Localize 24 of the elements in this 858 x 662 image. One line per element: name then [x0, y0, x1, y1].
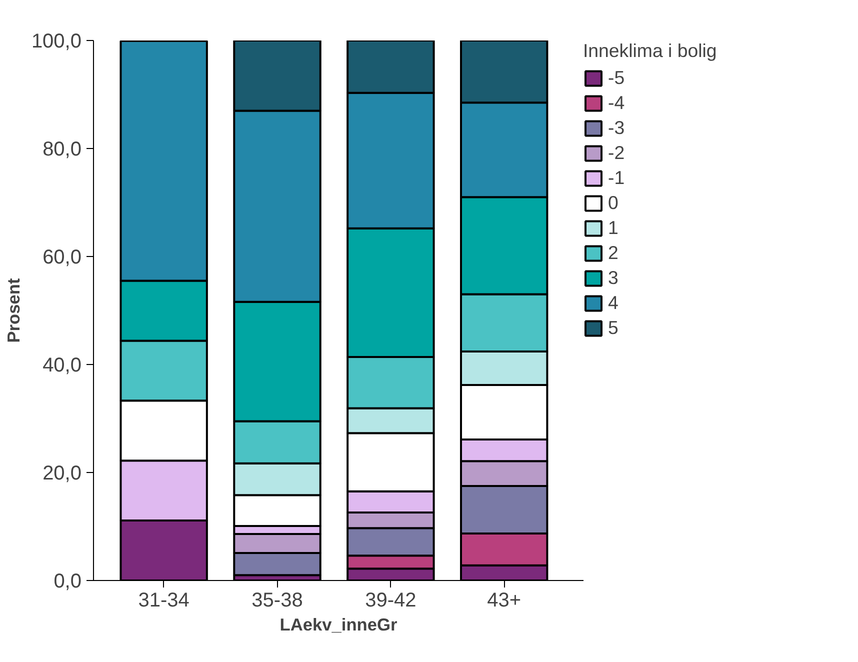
legend-label: 5	[608, 317, 620, 339]
legend-label: -3	[608, 117, 626, 139]
legend-label: 3	[608, 267, 620, 289]
y-tick-label: 40,0	[42, 354, 82, 376]
legend-label: 1	[608, 217, 620, 239]
y-tick-label: 80,0	[42, 138, 82, 160]
y-axis-title: Prosent	[3, 278, 24, 343]
legend-label: -5	[608, 67, 626, 89]
y-tick-label: 20,0	[42, 462, 82, 484]
legend-label: -2	[608, 142, 626, 164]
x-tick-label: 31-34	[138, 590, 190, 612]
y-tick-label: 0,0	[54, 570, 82, 592]
legend-label: -1	[608, 167, 626, 189]
legend-title: Inneklima i bolig	[583, 40, 717, 62]
y-tick-label: 100,0	[31, 30, 82, 52]
x-tick-label: 39-42	[365, 590, 416, 612]
legend-label: -4	[608, 92, 626, 114]
x-axis-title: LAekv_inneGr	[280, 614, 398, 634]
legend-label: 4	[608, 292, 620, 314]
legend-label: 0	[608, 192, 620, 214]
legend-label: 2	[608, 242, 620, 264]
y-tick-label: 60,0	[42, 246, 82, 268]
x-tick-label: 35-38	[252, 590, 303, 612]
x-tick-label: 43+	[487, 590, 522, 612]
